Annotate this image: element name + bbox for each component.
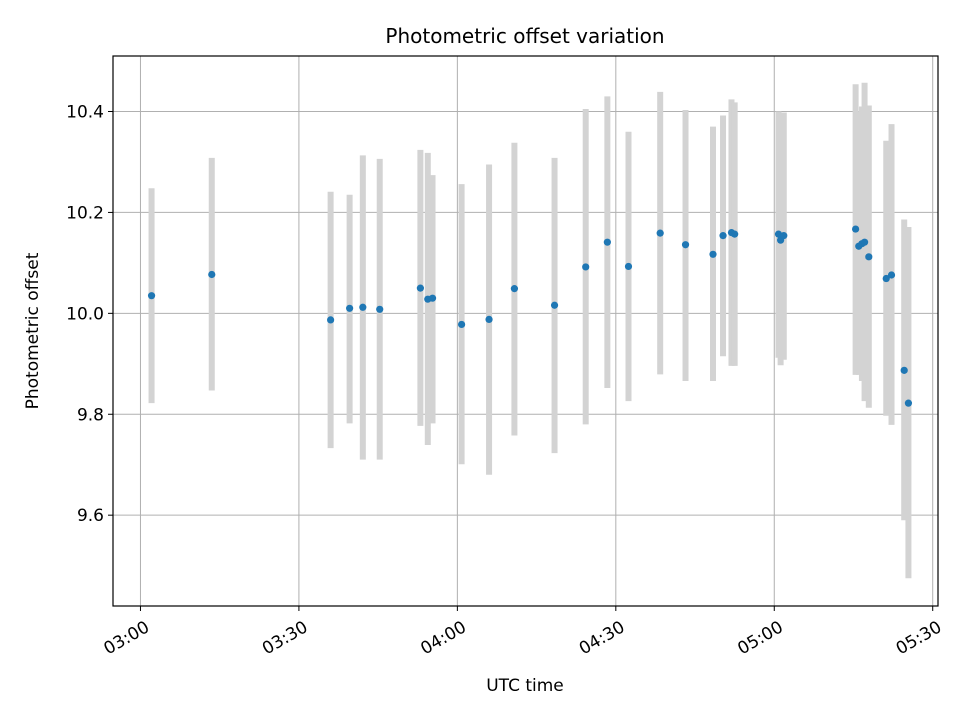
data-point (416, 284, 424, 292)
x-axis-label: UTC time (486, 676, 564, 696)
data-point (582, 263, 590, 271)
data-point (681, 241, 690, 249)
y-tick-label: 9.6 (77, 506, 104, 526)
data-point (346, 304, 354, 312)
data-point (900, 366, 908, 374)
x-tick-label: 04:00 (417, 617, 469, 659)
data-point (359, 303, 367, 311)
x-tick-label: 03:00 (101, 617, 153, 659)
data-point (603, 238, 611, 246)
data-point (327, 316, 335, 324)
data-point (457, 320, 466, 329)
data-point (852, 225, 860, 233)
data-point (624, 262, 633, 271)
x-axis: 03:00 03:30 04:00 04:30 05:00 05:30 (101, 606, 945, 659)
data-point (904, 399, 913, 407)
x-tick-label: 04:30 (576, 617, 628, 659)
data-point (731, 230, 739, 238)
y-tick-label: 10.4 (66, 103, 104, 123)
data-point (882, 274, 890, 283)
y-tick-label: 9.8 (77, 405, 104, 425)
data-point (550, 301, 559, 309)
data-point (709, 250, 717, 258)
data-point (860, 238, 869, 246)
data-point (428, 294, 437, 302)
data-point (887, 271, 896, 279)
chart-title: Photometric offset variation (385, 24, 664, 48)
data-point (656, 229, 664, 237)
data-point (485, 315, 493, 323)
y-axis: 9.6 9.8 10.0 10.2 10.4 (66, 103, 113, 526)
data-point (147, 292, 156, 300)
data-point (510, 285, 519, 293)
data-point (719, 232, 727, 240)
data-point (865, 253, 873, 261)
plot-frame (112, 55, 939, 607)
data-point (780, 232, 788, 240)
data-point (376, 305, 384, 313)
errorbars (148, 82, 912, 579)
y-tick-label: 10.2 (66, 203, 104, 223)
x-tick-label: 05:30 (893, 617, 945, 659)
x-tick-label: 03:30 (259, 617, 311, 659)
data-points (147, 225, 913, 407)
x-tick-label: 05:00 (734, 617, 786, 659)
data-point (208, 270, 216, 279)
grid (113, 56, 938, 606)
y-axis-label: Photometric offset (23, 252, 43, 409)
y-tick-label: 10.0 (66, 304, 104, 324)
